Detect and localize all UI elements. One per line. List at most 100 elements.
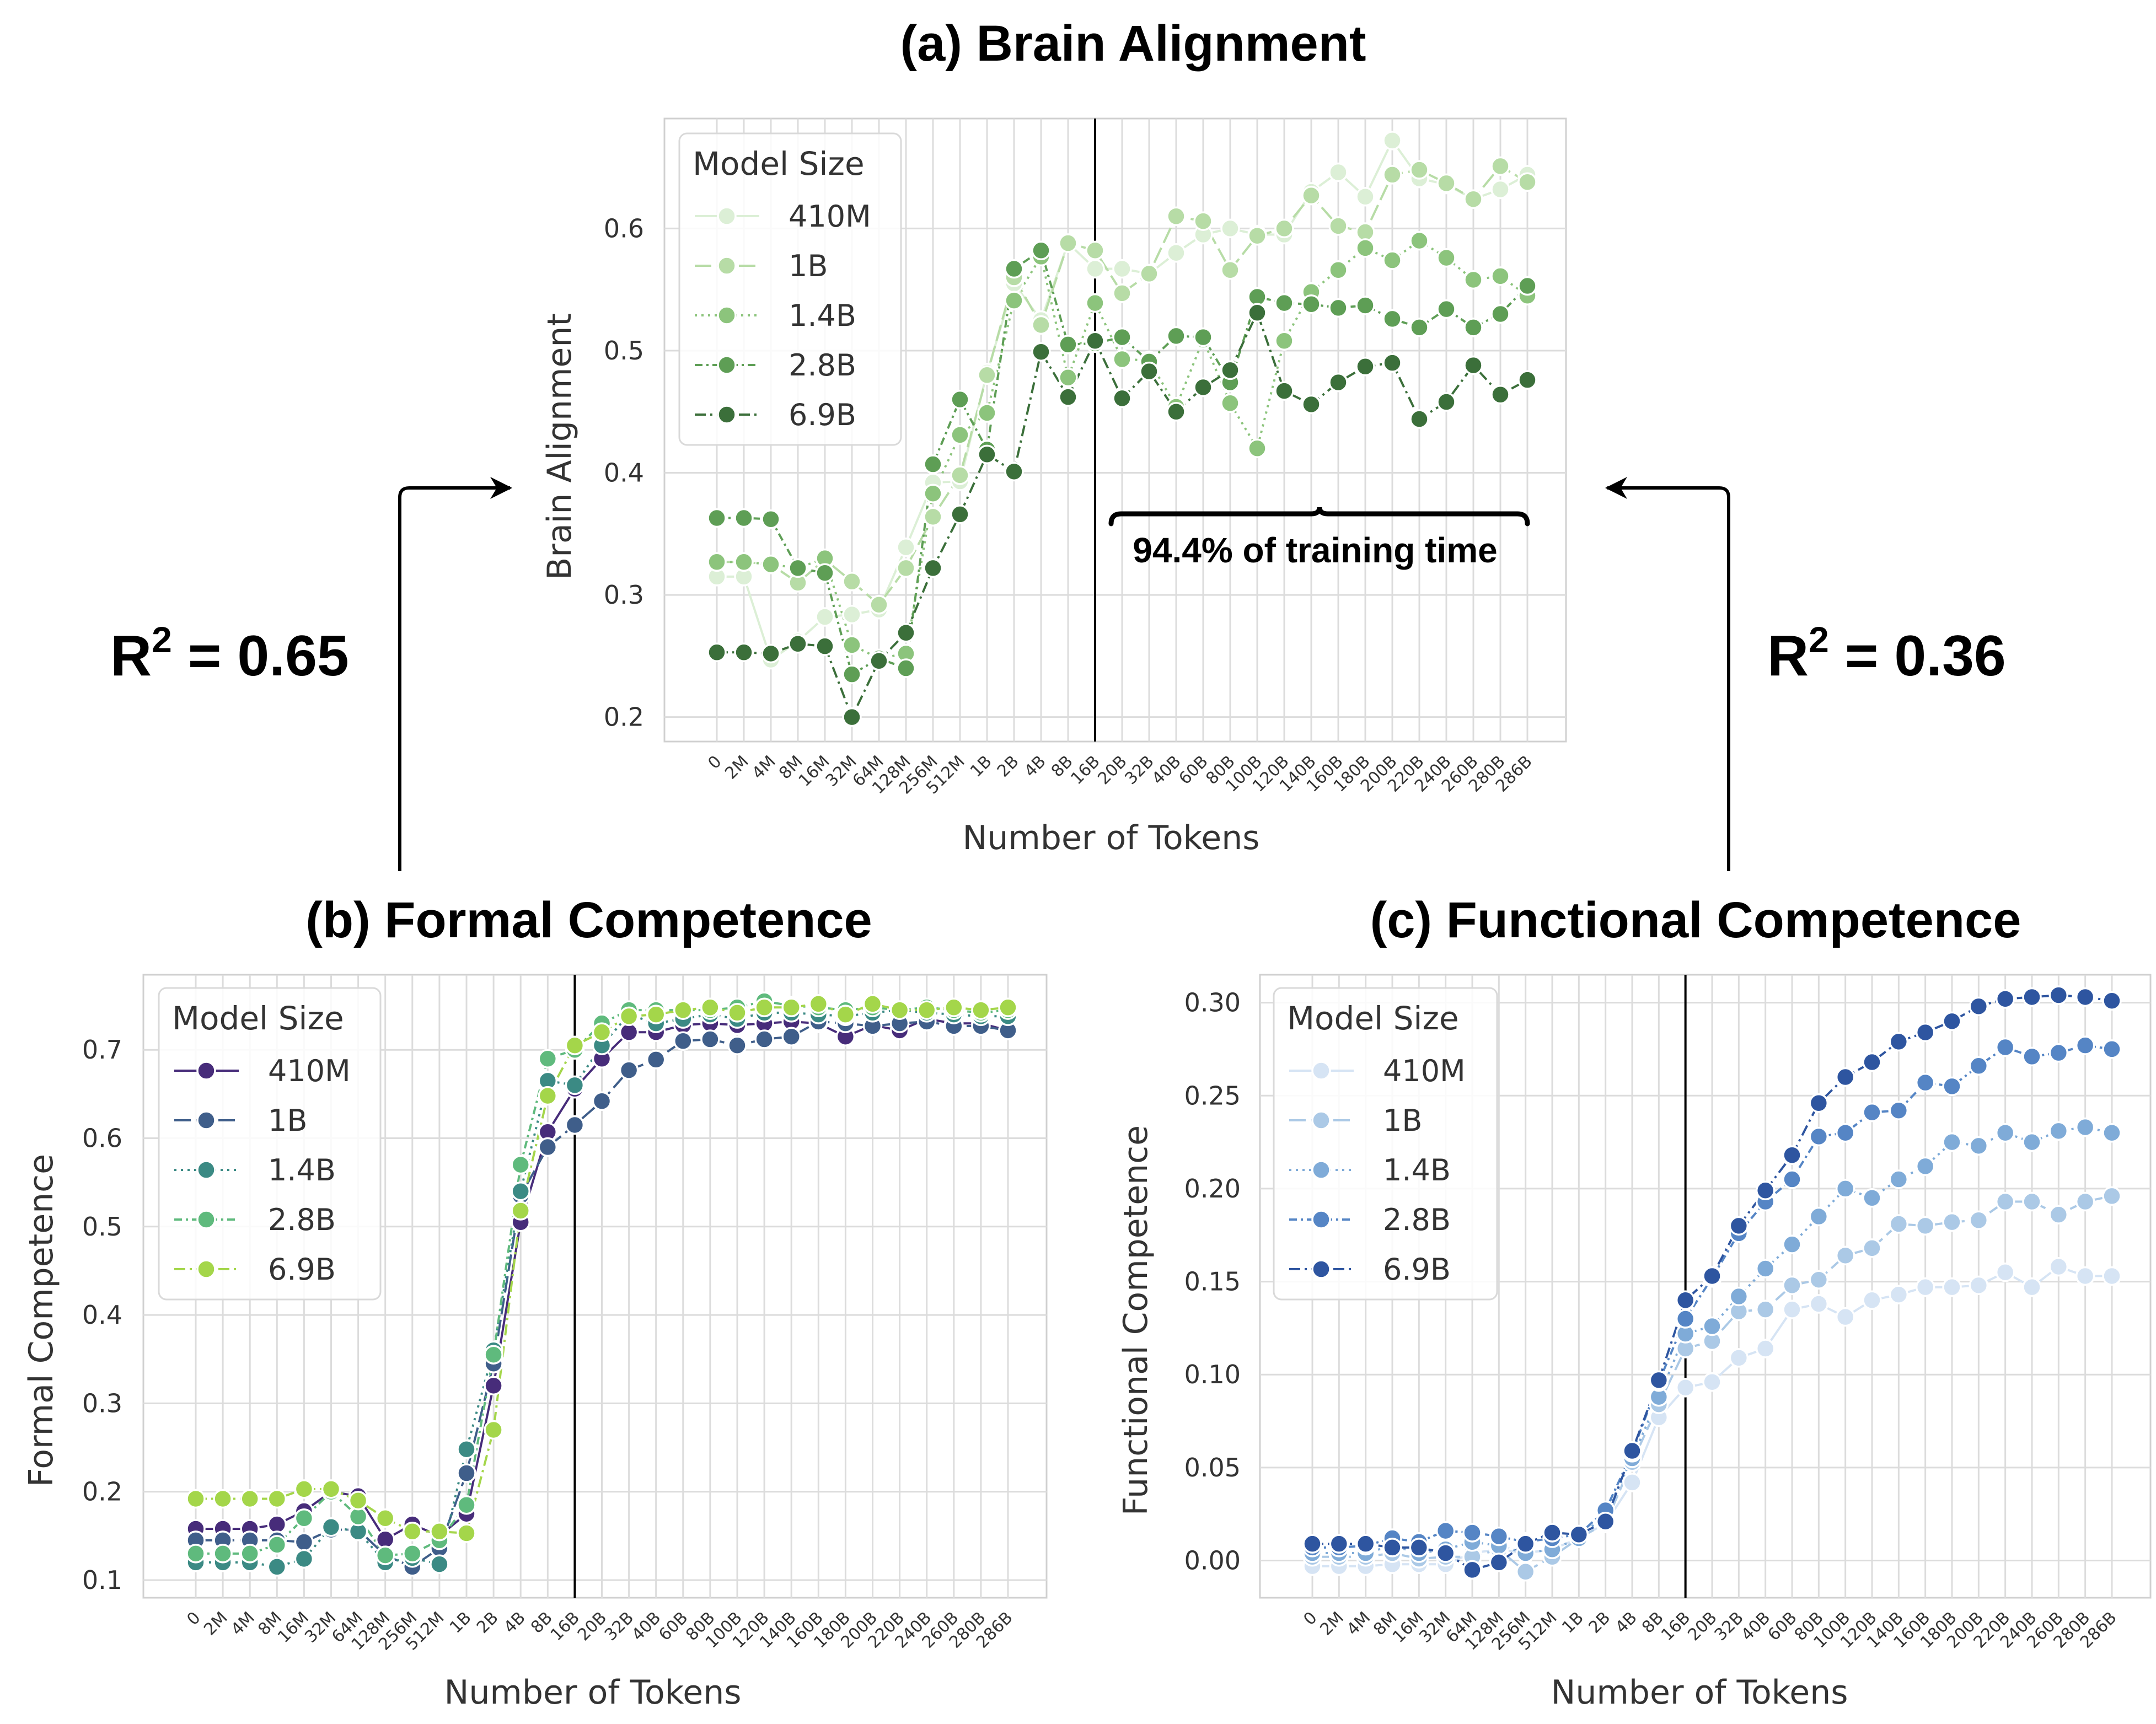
functional-competence-chart: (c) Functional Competence Functional Com… [1117, 892, 2152, 1712]
functional-point-1.4B [2022, 1132, 2042, 1152]
functional-point-6.9B [1622, 1441, 1642, 1461]
functional-point-410M [1969, 1275, 1989, 1296]
formal-point-6.9B [430, 1522, 449, 1542]
formal-point-6.9B [971, 1000, 991, 1020]
brain-ytick-label: 0.6 [604, 213, 644, 243]
functional-point-1.4B [2075, 1117, 2095, 1137]
brain-legend-label-1.4B: 1.4B [789, 298, 856, 333]
formal-point-1B [700, 1029, 720, 1049]
functional-point-1.4B [1862, 1188, 1882, 1208]
functional-ytick-label: 0.05 [1184, 1453, 1241, 1483]
formal-point-6.9B [862, 994, 883, 1014]
brain-point-410M [1355, 187, 1375, 207]
formal-legend-marker-410M [196, 1061, 216, 1081]
functional-point-1.4B [1782, 1234, 1802, 1254]
functional-point-410M [2075, 1266, 2095, 1286]
functional-point-410M [1622, 1473, 1642, 1492]
brain-point-410M [1085, 259, 1105, 279]
formal-point-410M [484, 1376, 503, 1396]
brain-point-6.9B [1490, 384, 1510, 405]
functional-ytick-label: 0.20 [1184, 1174, 1241, 1204]
brain-point-1B [1490, 156, 1510, 176]
brain-point-1B [842, 571, 862, 592]
functional-xtick-label: 4M [1343, 1608, 1375, 1640]
brain-legend-title: Model Size [693, 145, 865, 182]
brain-point-410M [815, 607, 835, 627]
functional-point-410M [1995, 1262, 2015, 1282]
brain-point-6.9B [1193, 377, 1213, 398]
formal-legend-label-2.8B: 2.8B [268, 1202, 336, 1237]
functional-point-410M [2102, 1266, 2122, 1286]
formal-point-6.9B [754, 997, 774, 1018]
functional-point-1B [2048, 1205, 2069, 1224]
brain-ytick-label: 0.3 [604, 580, 644, 610]
brain-point-1B [1328, 216, 1348, 236]
functional-legend-label-6.9B: 6.9B [1383, 1252, 1451, 1287]
brain-point-2.8B [1382, 309, 1402, 329]
brain-ytick-label: 0.2 [604, 702, 644, 732]
r2-left-label: R2 = 0.65 [110, 619, 349, 688]
functional-point-2.8B [1969, 1056, 1989, 1076]
brain-point-1.4B [761, 554, 781, 574]
formal-point-1.4B [430, 1554, 449, 1574]
functional-point-1B [1755, 1299, 1776, 1319]
brain-xtick-label: 4B [1021, 752, 1050, 781]
brain-point-1B [1112, 283, 1132, 303]
functional-point-1B [2075, 1191, 2095, 1212]
brain-point-6.9B [1409, 409, 1429, 429]
formal-point-2.8B [375, 1545, 395, 1565]
brain-point-6.9B [977, 444, 997, 465]
formal-point-1.4B [294, 1549, 314, 1569]
formal-ytick-label: 0.4 [82, 1300, 122, 1330]
brain-point-2.8B [950, 389, 970, 410]
brain-point-1B [977, 365, 997, 385]
formal-xtick-label: 4M [227, 1608, 259, 1640]
formal-point-6.9B [727, 1003, 747, 1023]
formal-point-1B [781, 1027, 801, 1046]
formal-point-1B [646, 1050, 666, 1070]
brain-legend-marker-6.9B [717, 405, 737, 425]
brain-point-1B [1382, 165, 1402, 185]
functional-point-410M [1915, 1277, 1935, 1297]
brain-legend-marker-2.8B [717, 355, 737, 375]
functional-point-1.4B [1835, 1179, 1855, 1199]
functional-point-1B [1835, 1245, 1855, 1266]
brain-point-2.8B [1112, 327, 1132, 347]
formal-legend-marker-1.4B [196, 1160, 216, 1180]
functional-point-2.8B [1675, 1309, 1696, 1329]
brain-point-410M [1166, 243, 1186, 263]
functional-point-1.4B [2102, 1123, 2122, 1143]
brain-legend-marker-410M [717, 206, 737, 226]
functional-point-1B [1862, 1238, 1882, 1258]
brain-point-1.4B [1382, 250, 1402, 270]
functional-legend-marker-1B [1311, 1110, 1331, 1130]
functional-point-2.8B [2048, 1043, 2069, 1063]
brain-point-1.4B [1328, 260, 1348, 280]
brain-point-1.4B [1085, 293, 1105, 313]
functional-legend-marker-2.8B [1311, 1210, 1331, 1229]
formal-point-2.8B [484, 1345, 503, 1365]
functional-point-6.9B [1462, 1560, 1482, 1580]
formal-legend-marker-6.9B [196, 1259, 216, 1279]
brain-point-6.9B [1355, 357, 1375, 377]
formal-point-6.9B [484, 1420, 503, 1440]
formal-point-6.9B [673, 1000, 693, 1020]
brain-point-1.4B [734, 552, 754, 572]
functional-point-1B [1942, 1212, 1962, 1232]
functional-point-410M [1942, 1277, 1962, 1297]
functional-point-6.9B [1302, 1534, 1322, 1554]
functional-point-6.9B [1729, 1216, 1749, 1236]
formal-point-6.9B [240, 1489, 260, 1509]
brain-legend-label-410M: 410M [789, 199, 871, 234]
brain-point-1B [1166, 206, 1186, 227]
brain-point-2.8B [1490, 304, 1510, 324]
functional-point-1B [1995, 1191, 2015, 1212]
formal-point-2.8B [240, 1544, 260, 1564]
brain-point-2.8B [1409, 318, 1429, 337]
brain-point-2.8B [1031, 240, 1051, 261]
formal-point-2.8B [538, 1049, 558, 1069]
functional-point-6.9B [2048, 985, 2069, 1005]
brain-point-1B [1247, 225, 1267, 246]
formal-point-1.4B [267, 1557, 287, 1577]
brain-point-6.9B [1004, 461, 1024, 482]
